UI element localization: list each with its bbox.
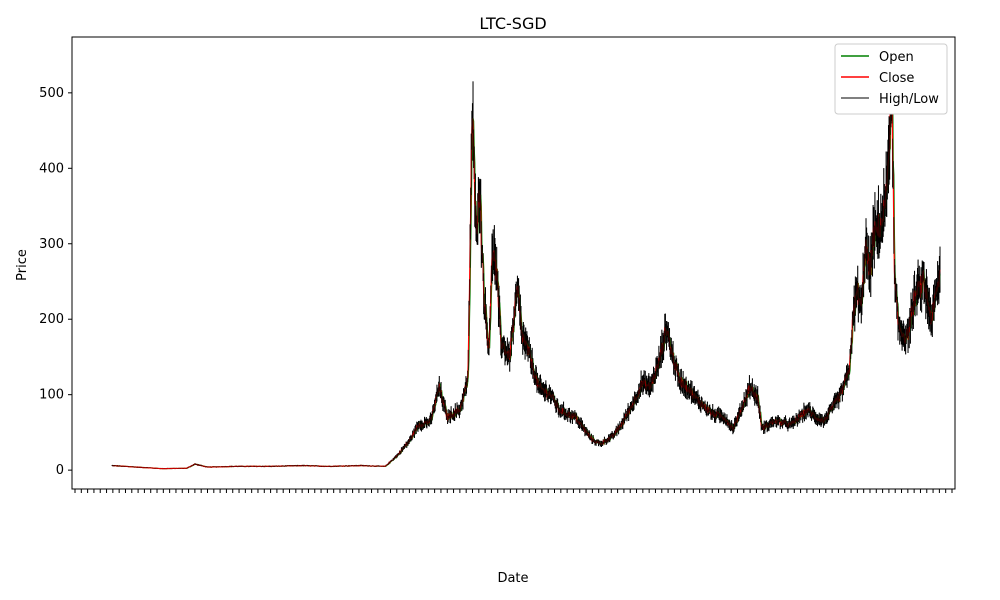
legend-entry-label: High/Low <box>879 92 939 107</box>
legend-entry-label: Close <box>879 71 914 86</box>
y-tick-label: 100 <box>39 388 64 403</box>
legend: Open Close High/Low <box>834 43 948 115</box>
y-tick-label: 200 <box>39 312 64 327</box>
y-tick-label: 0 <box>56 463 64 478</box>
legend-box <box>834 43 948 115</box>
plot-area: 0 100 200 300 400 500 <box>39 36 956 493</box>
chart-title: LTC-SGD <box>479 14 546 33</box>
x-axis-label: Date <box>497 571 528 586</box>
y-tick-label: 400 <box>39 161 64 176</box>
y-tick-label: 500 <box>39 86 64 101</box>
legend-entry-label: Open <box>879 50 914 65</box>
y-axis-label: Price <box>15 249 30 281</box>
series-high-low-overlay <box>111 49 941 469</box>
y-tick-label: 300 <box>39 237 64 252</box>
